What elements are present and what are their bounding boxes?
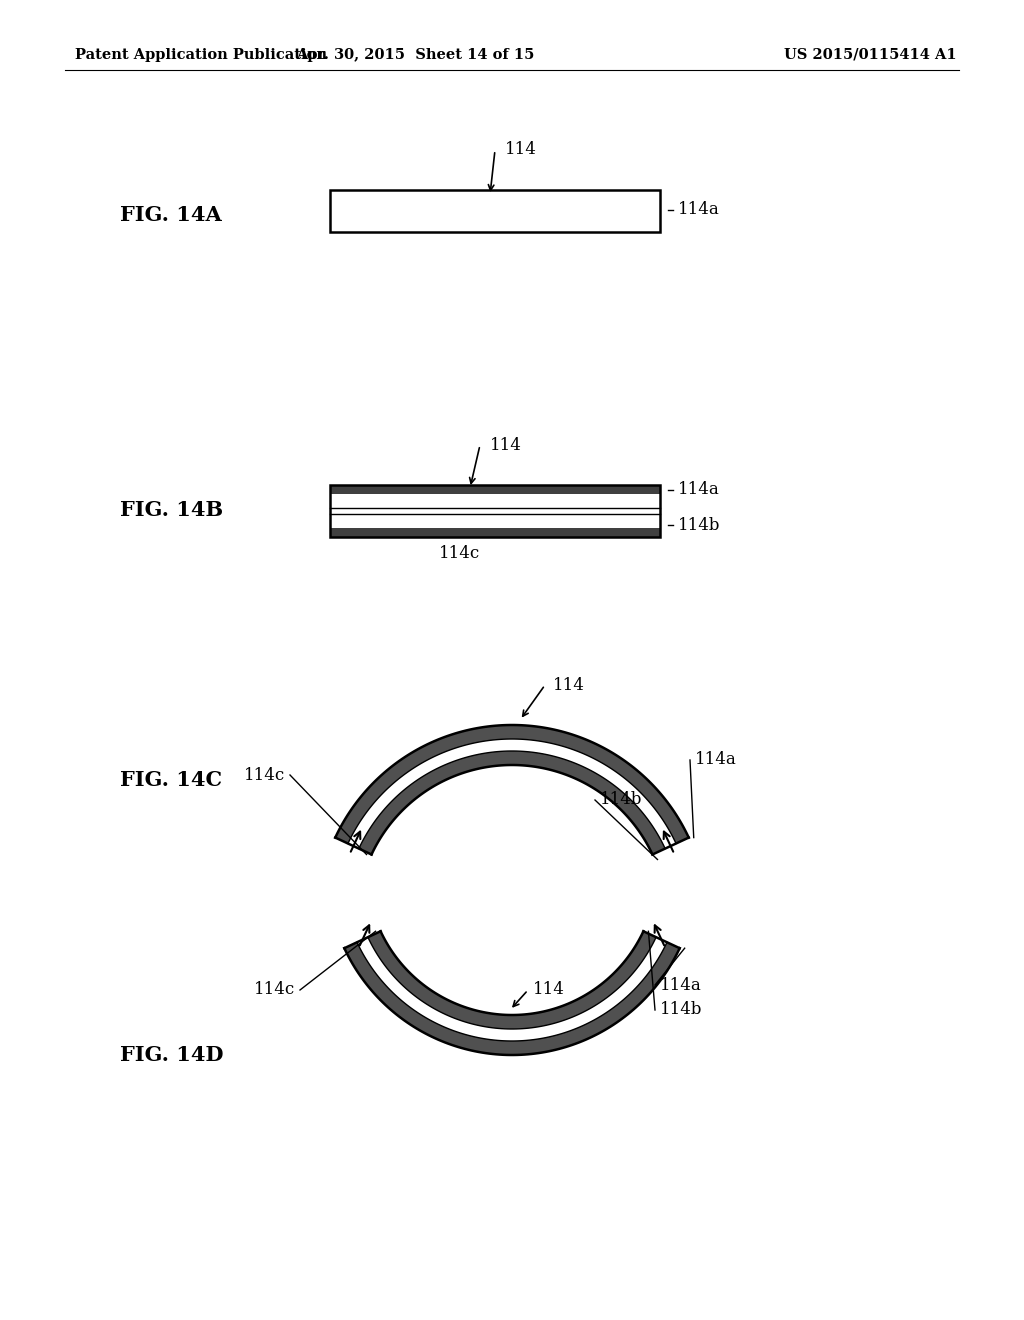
Text: 114: 114 [490, 437, 522, 454]
Polygon shape [344, 942, 680, 1055]
Text: FIG. 14B: FIG. 14B [120, 500, 223, 520]
Text: 114a: 114a [660, 977, 701, 994]
Bar [330, 190, 660, 232]
Text: 114b: 114b [600, 792, 642, 808]
Bar [330, 484, 660, 495]
Polygon shape [335, 725, 689, 843]
Text: 114c: 114c [439, 544, 480, 561]
Text: US 2015/0115414 A1: US 2015/0115414 A1 [783, 48, 956, 62]
Bar [330, 484, 660, 537]
Text: Patent Application Publication: Patent Application Publication [75, 48, 327, 62]
Text: 114: 114 [505, 141, 537, 158]
Text: 114b: 114b [660, 1002, 702, 1019]
Bar [330, 528, 660, 537]
Text: Apr. 30, 2015  Sheet 14 of 15: Apr. 30, 2015 Sheet 14 of 15 [296, 48, 535, 62]
Text: FIG. 14D: FIG. 14D [120, 1045, 223, 1065]
Text: 114c: 114c [244, 767, 285, 784]
Text: 114a: 114a [678, 482, 720, 499]
Text: 114a: 114a [695, 751, 736, 768]
Text: FIG. 14C: FIG. 14C [120, 770, 222, 789]
Text: 114: 114 [553, 676, 585, 693]
Text: FIG. 14A: FIG. 14A [120, 205, 222, 224]
Text: 114: 114 [534, 982, 565, 998]
Text: 114b: 114b [678, 516, 721, 533]
Text: 114c: 114c [254, 982, 295, 998]
Polygon shape [358, 751, 666, 854]
Polygon shape [368, 932, 656, 1030]
Text: 114a: 114a [678, 202, 720, 219]
